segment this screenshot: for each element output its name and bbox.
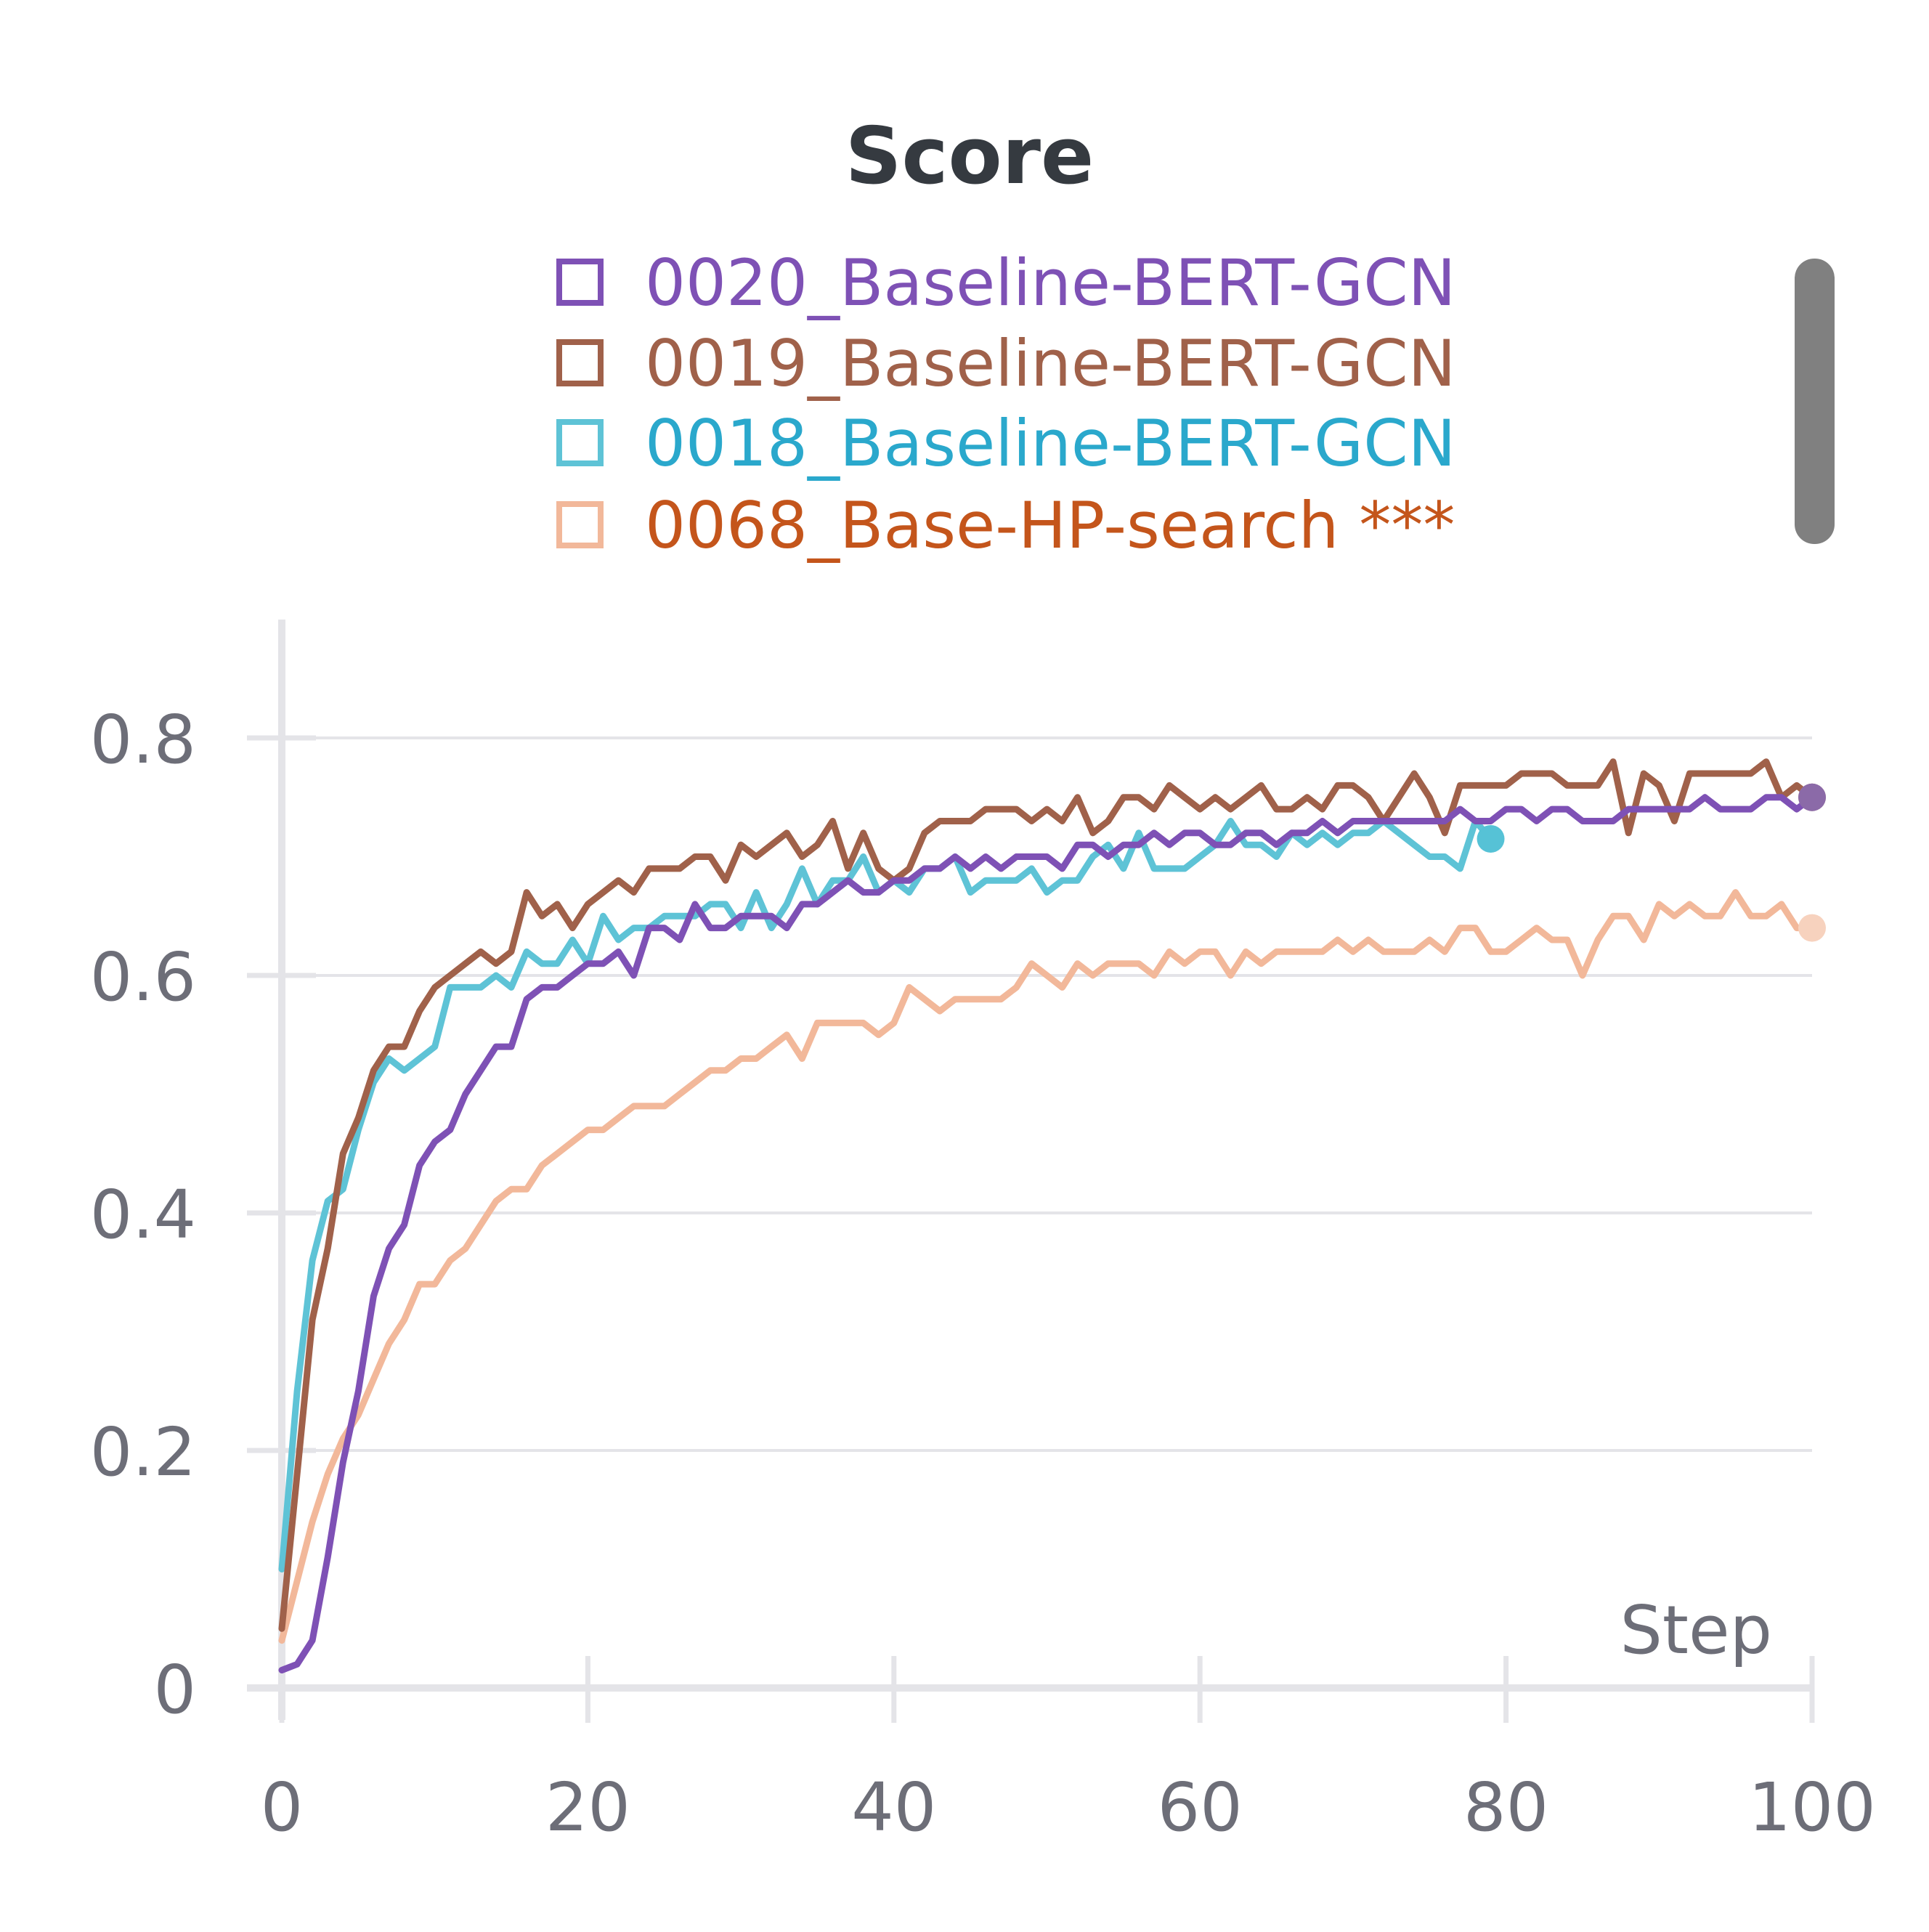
y-tick-label: 0.2 (90, 1413, 196, 1491)
chart-title: Score (845, 111, 1095, 202)
plot-area (278, 758, 1826, 1673)
legend-swatch-icon (556, 339, 604, 386)
legend-label: 0018_Baseline-BERT-GCN (645, 406, 1456, 481)
legend-item[interactable]: 0020_Baseline-BERT-GCN (556, 245, 1456, 320)
x-tick-label: 100 (1748, 1769, 1876, 1846)
legend-item[interactable]: 0019_Baseline-BERT-GCN (556, 326, 1456, 401)
legend-label: 0068_Base-HP-search *** (645, 488, 1455, 563)
y-tick-label: 0.8 (90, 701, 196, 779)
series-line[interactable] (278, 758, 1816, 1632)
x-tick-label: 60 (1158, 1769, 1243, 1846)
series-line[interactable] (278, 794, 1816, 1673)
legend-item[interactable]: 0018_Baseline-BERT-GCN (556, 406, 1456, 481)
x-axis-title: Step (1620, 1591, 1772, 1669)
series-end-point[interactable] (1798, 914, 1826, 942)
legend-swatch-icon (556, 419, 604, 466)
x-tick-label: 80 (1463, 1769, 1548, 1846)
series-end-point[interactable] (1477, 824, 1505, 853)
series-line[interactable] (278, 889, 1816, 1644)
legend-label: 0020_Baseline-BERT-GCN (645, 245, 1456, 320)
y-tick-label: 0 (153, 1651, 196, 1729)
legend-label: 0019_Baseline-BERT-GCN (645, 326, 1456, 401)
x-tick-label: 20 (545, 1769, 630, 1846)
legend-item[interactable]: 0068_Base-HP-search *** (556, 488, 1455, 563)
scrollbar-thumb[interactable] (1795, 259, 1835, 544)
y-tick-label: 0.6 (90, 938, 196, 1016)
grid-lines (282, 736, 1812, 1452)
y-tick-label: 0.4 (90, 1176, 196, 1254)
axes: 0 0.2 0.4 0.6 0.8 0 20 40 60 80 100 (90, 620, 1876, 1846)
legend-swatch-icon (556, 259, 604, 306)
x-tick-label: 40 (851, 1769, 936, 1846)
legend[interactable]: 0020_Baseline-BERT-GCN0019_Baseline-BERT… (556, 245, 1456, 563)
series-end-point[interactable] (1798, 783, 1826, 811)
x-tick-label: 0 (261, 1769, 304, 1846)
legend-swatch-icon (556, 501, 604, 548)
series-line[interactable] (278, 818, 1494, 1572)
